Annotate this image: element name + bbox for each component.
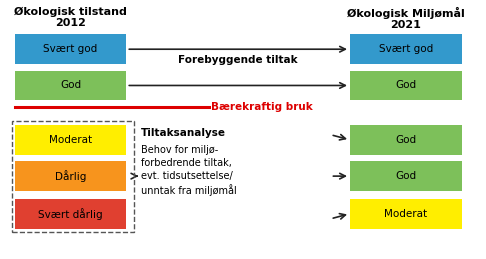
- Bar: [15, 161, 126, 191]
- Text: Bærekraftig bruk: Bærekraftig bruk: [211, 102, 313, 112]
- Text: Svært god: Svært god: [379, 44, 433, 54]
- Bar: [15, 199, 126, 229]
- Bar: [350, 34, 462, 64]
- Text: Tiltaksanalyse: Tiltaksanalyse: [141, 127, 226, 138]
- Bar: [15, 70, 126, 100]
- Bar: [12, 121, 134, 233]
- Text: Dårlig: Dårlig: [55, 170, 86, 182]
- Text: God: God: [395, 81, 417, 90]
- Text: Svært dårlig: Svært dårlig: [38, 208, 103, 220]
- Text: God: God: [395, 135, 417, 145]
- Bar: [350, 70, 462, 100]
- Text: Økologisk Miljømål
2021: Økologisk Miljømål 2021: [347, 6, 465, 30]
- Text: Moderat: Moderat: [384, 209, 427, 219]
- Bar: [15, 125, 126, 155]
- Bar: [350, 161, 462, 191]
- Text: Forebyggende tiltak: Forebyggende tiltak: [178, 55, 298, 65]
- Bar: [350, 199, 462, 229]
- Text: Svært god: Svært god: [43, 44, 98, 54]
- Text: Behov for miljø-
forbedrende tiltak,
evt. tidsutsettelse/
unntak fra miljømål: Behov for miljø- forbedrende tiltak, evt…: [141, 145, 237, 196]
- Bar: [350, 125, 462, 155]
- Text: God: God: [395, 171, 417, 181]
- Bar: [15, 34, 126, 64]
- Text: Økologisk tilstand
2012: Økologisk tilstand 2012: [14, 6, 127, 28]
- Text: God: God: [60, 81, 81, 90]
- Text: Moderat: Moderat: [49, 135, 92, 145]
